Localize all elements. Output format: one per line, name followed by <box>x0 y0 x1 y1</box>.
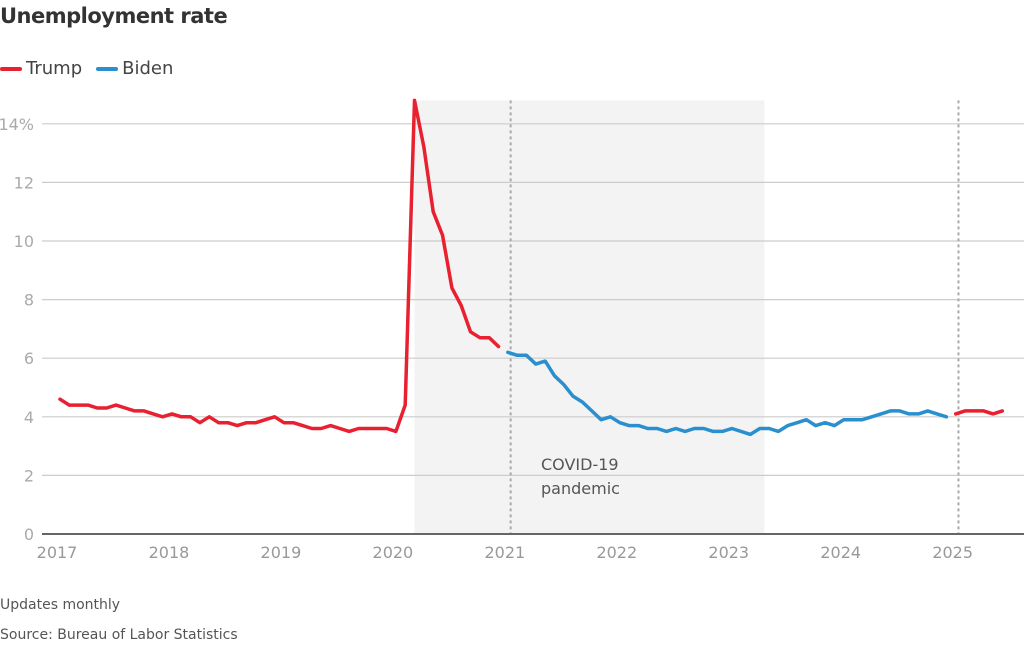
line-chart: 0 2 4 6 8 10 12 14% COVID-19 pandemic 2017 2018 2… <box>0 98 1024 562</box>
update-note: Updates monthly <box>0 597 121 613</box>
legend-label-biden: Biden <box>122 58 174 79</box>
x-tick-label: 2018 <box>149 543 190 562</box>
x-tick-label: 2019 <box>261 543 302 562</box>
y-tick-label: 0 <box>24 525 34 544</box>
x-tick-label: 2021 <box>484 543 525 562</box>
legend-item-biden: Biden <box>96 58 173 79</box>
y-tick-label: 14% <box>0 115 34 134</box>
y-tick-label: 2 <box>24 466 34 485</box>
legend-swatch-biden <box>96 66 119 71</box>
shaded-period-covid <box>414 100 765 535</box>
x-tick-label: 2024 <box>820 543 861 562</box>
chart-title: Unemployment rate <box>0 4 228 28</box>
legend-swatch-trump <box>0 66 22 71</box>
annotation-covid-line2: pandemic <box>541 479 620 498</box>
source-note: Source: Bureau of Labor Statistics <box>0 627 238 643</box>
legend-item-trump: Trump <box>0 58 82 79</box>
x-tick-label: 2023 <box>708 543 749 562</box>
x-tick-label: 2020 <box>373 543 414 562</box>
series-line-trump <box>953 409 1005 416</box>
y-tick-label: 10 <box>14 232 34 251</box>
x-tick-label: 2022 <box>596 543 637 562</box>
series-line-biden <box>506 350 949 437</box>
legend-label-trump: Trump <box>26 58 83 79</box>
y-tick-label: 8 <box>24 291 34 310</box>
annotation-covid-line1: COVID-19 <box>541 455 619 474</box>
legend: Trump Biden <box>0 58 187 79</box>
y-tick-label: 12 <box>14 173 34 192</box>
y-tick-label: 6 <box>24 349 34 368</box>
y-tick-label: 4 <box>24 408 34 427</box>
x-tick-label: 2017 <box>37 543 78 562</box>
series-line-trump <box>58 98 501 434</box>
x-tick-label: 2025 <box>932 543 973 562</box>
